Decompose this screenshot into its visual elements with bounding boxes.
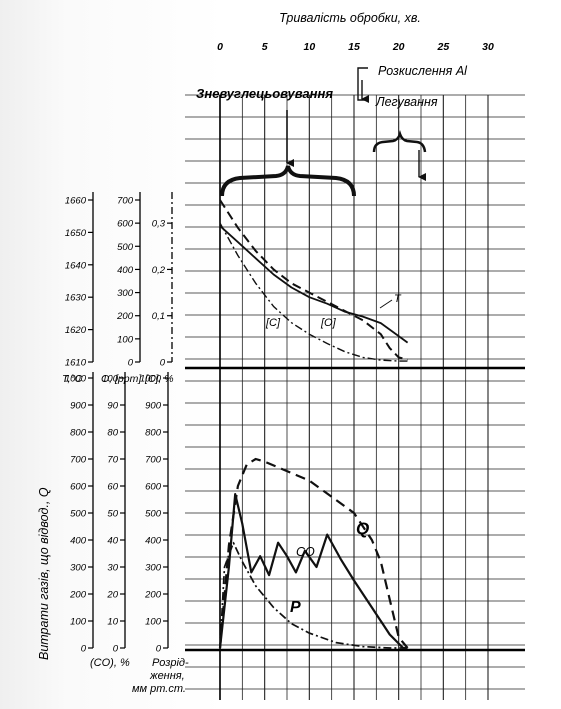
bottom-axis-tick-label: 1000 <box>140 374 162 385</box>
bottom-axis-tick-label: 400 <box>145 536 162 547</box>
bottom-axis-tick-label: 1000 <box>65 374 87 385</box>
top-axis-tick-label: 0,3 <box>152 219 166 230</box>
series-C-line <box>219 222 408 362</box>
top-axis-tick-label: 100 <box>117 334 134 345</box>
bottom-axis-tick-label: 0 <box>81 644 87 655</box>
x-tick-label: 0 <box>217 41 223 53</box>
top-axis-tick-label: 0,1 <box>152 311 165 322</box>
top-axis-tick-label: 1610 <box>65 358 87 369</box>
series-T-line <box>219 225 409 344</box>
bottom-axis-tick-label: 70 <box>107 455 118 466</box>
series-CO-line <box>218 493 408 650</box>
bottom-axis-tick-label: 100 <box>145 617 162 628</box>
bottom-axis-tick-label: 300 <box>145 563 162 574</box>
deox-label: Розкислення Al <box>378 64 468 78</box>
top-axis-tick-label: 1660 <box>65 196 87 207</box>
axis-title-C: [C], % <box>144 373 174 385</box>
bottom-axis-tick-label: 500 <box>145 509 162 520</box>
bottom-axis-tick-label: 600 <box>145 482 162 493</box>
top-axis-tick-label: 1630 <box>65 293 87 304</box>
bottom-axis-tick-label: 0 <box>113 644 119 655</box>
bottom-axis-tick-label: 30 <box>107 563 118 574</box>
bottom-axis-tick-label: 90 <box>107 401 118 412</box>
bottom-axis-tick-label: 500 <box>70 509 87 520</box>
x-tick-label: 5 <box>262 41 268 53</box>
alloy-brace <box>372 130 427 153</box>
x-tick-label: 20 <box>392 41 405 53</box>
x-tick-label: 25 <box>436 41 449 53</box>
x-tick-label: 10 <box>303 41 315 53</box>
x-tick-label: 15 <box>348 41 360 53</box>
top-axis-tick-label: 600 <box>117 219 134 230</box>
label-Q: Q <box>356 519 369 538</box>
bottom-axis-tick-label: 100 <box>70 617 87 628</box>
bottom-axis-tick-label: 300 <box>70 563 87 574</box>
decarb-label: Зневуглецьовування <box>196 86 333 101</box>
axis-title-O: O, [ppm] <box>101 373 142 385</box>
top-axis-tick-label: 0 <box>160 358 166 369</box>
top-axis-tick-label: 300 <box>117 288 134 299</box>
top-axis-tick-label: 1640 <box>65 260 87 271</box>
axis-title-T: T,°C <box>62 373 83 385</box>
top-axis-tick-label: 1650 <box>65 228 87 239</box>
axis-title-CO: (CO), % <box>90 657 130 669</box>
axis-title-P-line3: мм рт.ст. <box>132 683 186 695</box>
label-C: [C] <box>265 317 281 329</box>
bottom-axis-tick-label: 900 <box>70 401 87 412</box>
label-T: T <box>394 293 402 305</box>
label-CO: CO <box>296 545 315 559</box>
top-axis-tick-label: 400 <box>117 265 134 276</box>
bottom-axis-tick-label: 100 <box>102 374 119 385</box>
grid <box>185 94 525 700</box>
bottom-axis-tick-label: 0 <box>156 644 162 655</box>
bottom-axis-tick-label: 80 <box>107 428 118 439</box>
x-axis-title: Тривалість обробки, хв. <box>279 11 421 25</box>
top-axis-tick-label: 1620 <box>65 325 87 336</box>
bottom-axis-tick-label: 400 <box>70 536 87 547</box>
label-T-leader <box>379 299 393 309</box>
axis-title-P-line2: ження, <box>149 670 185 682</box>
bottom-axis-tick-label: 200 <box>69 590 87 601</box>
label-P: P <box>290 599 301 616</box>
axis-title-P-line1: Розрід- <box>152 657 189 669</box>
alloy-label: Легування <box>375 95 438 109</box>
top-axis-tick-label: 500 <box>117 242 134 253</box>
bottom-axis-tick-label: 700 <box>145 455 162 466</box>
series-O-line <box>219 199 408 361</box>
series-Q-line <box>218 457 409 649</box>
axis-title-Q: Витрати газів, що відвод., Q <box>37 487 51 660</box>
bottom-axis-tick-label: 800 <box>145 428 162 439</box>
bottom-axis-tick-label: 50 <box>107 509 118 520</box>
label-O: [O] <box>320 317 337 329</box>
x-tick-label: 30 <box>482 41 494 53</box>
series-P-line <box>219 541 408 649</box>
bottom-axis-tick-label: 600 <box>70 482 87 493</box>
bottom-axis-tick-label: 200 <box>144 590 162 601</box>
top-axis-tick-label: 700 <box>117 196 134 207</box>
bottom-axis-tick-label: 20 <box>106 590 118 601</box>
bottom-axis-tick-label: 800 <box>70 428 87 439</box>
series <box>218 199 409 650</box>
bottom-axis-tick-label: 60 <box>107 482 118 493</box>
bottom-axis-tick-label: 900 <box>145 401 162 412</box>
bottom-axis-tick-label: 700 <box>70 455 87 466</box>
decarb-brace <box>220 165 356 197</box>
bottom-axis-tick-label: 10 <box>107 617 118 628</box>
axes: 0 5 10 15 20 25 301610162016301640165016600100… <box>65 41 494 655</box>
top-axis-tick-label: 200 <box>116 311 134 322</box>
top-axis-tick-label: 0,2 <box>152 265 166 276</box>
bottom-axis-tick-label: 40 <box>107 536 118 547</box>
top-axis-tick-label: 0 <box>128 358 134 369</box>
